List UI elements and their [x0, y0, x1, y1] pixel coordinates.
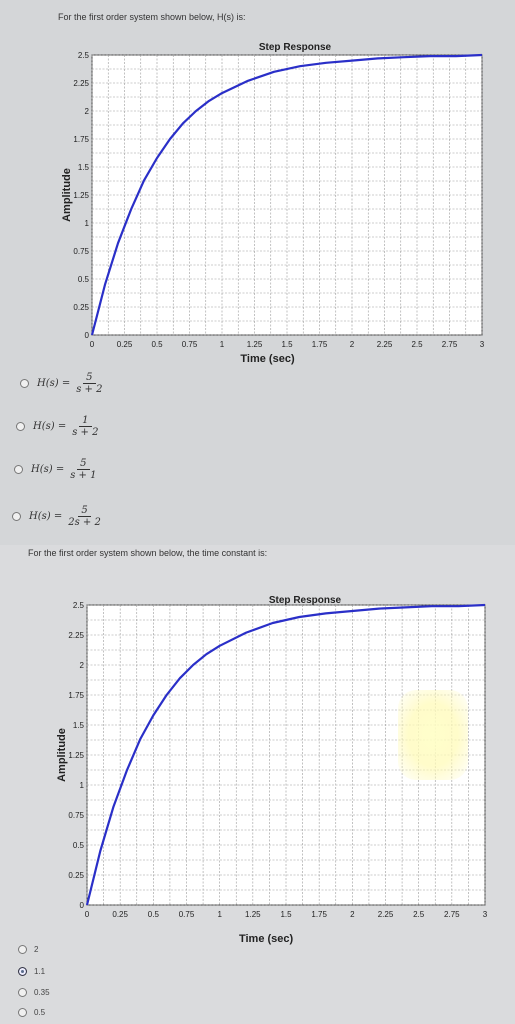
question-1-text: For the first order system shown below, …	[58, 12, 246, 22]
y-tick-label: 0	[85, 331, 90, 340]
radio-button[interactable]	[12, 512, 21, 521]
y-axis-label: Amplitude	[56, 728, 68, 782]
option-prefix: H(s) =	[33, 421, 67, 432]
option-prefix: H(s) =	[31, 464, 65, 475]
x-tick-label: 0.5	[151, 340, 163, 349]
grid	[91, 54, 483, 336]
y-tick-label: 1.75	[68, 691, 84, 700]
x-tick-label: 2	[350, 340, 355, 349]
x-tick-label: 2.25	[378, 910, 394, 919]
y-tick-label: 2.5	[73, 601, 85, 610]
radio-button[interactable]	[18, 988, 27, 997]
radio-button[interactable]	[20, 379, 29, 388]
x-tick-label: 2.5	[413, 910, 425, 919]
x-tick-label: 0	[90, 340, 95, 349]
option-1-a[interactable]: H(s) = 5 s + 2	[20, 372, 105, 395]
x-tick-label: 1.5	[280, 910, 292, 919]
radio-button[interactable]	[14, 465, 23, 474]
y-tick-label: 1.25	[68, 751, 84, 760]
screen-glare	[398, 690, 468, 780]
x-tick-label: 1.75	[311, 910, 327, 919]
option-fraction: 5 2s + 2	[65, 505, 104, 528]
radio-button[interactable]	[16, 422, 25, 431]
y-tick-label: 0.5	[78, 275, 90, 284]
x-tick-label: 1.5	[281, 340, 293, 349]
x-axis-label: Time (sec)	[240, 353, 295, 365]
x-tick-label: 0.5	[148, 910, 160, 919]
x-axis-label: Time (sec)	[239, 933, 294, 945]
series-line	[85, 603, 486, 906]
x-tick-label: 2.75	[442, 340, 458, 349]
y-tick-label: 2	[80, 661, 85, 670]
y-tick-label: 0.25	[68, 871, 84, 880]
option-prefix: H(s) =	[37, 378, 71, 389]
chart-title: Step Response	[269, 595, 342, 606]
y-axis-label: Amplitude	[61, 168, 73, 222]
x-tick-label: 0.75	[182, 340, 198, 349]
y-tick-label: 1.5	[73, 721, 85, 730]
question-2-text: For the first order system shown below, …	[28, 548, 268, 558]
y-tick-label: 0.75	[68, 811, 84, 820]
y-tick-label: 2	[85, 107, 90, 116]
x-tick-label: 1	[217, 910, 222, 919]
option-fraction: 5 s + 1	[67, 458, 99, 481]
y-tick-label: 0.5	[73, 841, 85, 850]
step-response-chart-1: 0 0.25 0.5 0.75 1 1.25 1.5 1.75 2 2.25 2.5 2.75 3 0 0.…	[61, 42, 485, 365]
option-numerator: 5	[78, 505, 91, 517]
x-tick-label: 3	[483, 910, 488, 919]
x-tick-label: 0.25	[117, 340, 133, 349]
option-prefix: H(s) =	[29, 511, 63, 522]
y-tick-label: 0.75	[73, 247, 89, 256]
y-tick-label: 1	[85, 219, 90, 228]
option-denominator: s + 1	[70, 470, 97, 481]
grid	[86, 604, 486, 906]
x-tick-label: 0.75	[179, 910, 195, 919]
option-numerator: 5	[83, 372, 96, 384]
x-tick-label: 2.75	[444, 910, 460, 919]
y-tick-label: 2.25	[68, 631, 84, 640]
answer-option-d[interactable]: 0.5	[18, 1008, 45, 1017]
x-tick-label: 3	[480, 340, 485, 349]
answer-label: 1.1	[34, 967, 46, 976]
answer-option-b[interactable]: 1.1	[18, 967, 45, 976]
x-tick-label: 0	[85, 910, 90, 919]
x-tick-label: 1.25	[247, 340, 263, 349]
option-numerator: 1	[79, 415, 92, 427]
x-tick-label: 2	[350, 910, 355, 919]
y-tick-label: 2.25	[73, 79, 89, 88]
y-tick-label: 0.25	[73, 303, 89, 312]
x-tick-label: 1.25	[245, 910, 261, 919]
option-fraction: 5 s + 2	[73, 372, 105, 395]
answer-option-a[interactable]: 2	[18, 945, 38, 954]
x-tick-label: 0.25	[112, 910, 128, 919]
radio-button-selected[interactable]	[18, 967, 27, 976]
chart-title: Step Response	[259, 42, 332, 53]
option-1-d[interactable]: H(s) = 5 2s + 2	[12, 505, 104, 528]
answer-label: 0.35	[34, 988, 50, 997]
y-tick-label: 1	[80, 781, 85, 790]
option-denominator: s + 2	[72, 427, 99, 438]
option-numerator: 5	[77, 458, 90, 470]
y-tick-label: 1.25	[73, 191, 89, 200]
y-tick-label: 2.5	[78, 51, 90, 60]
answer-label: 0.5	[34, 1008, 46, 1017]
option-1-b[interactable]: H(s) = 1 s + 2	[16, 415, 101, 438]
radio-button[interactable]	[18, 1008, 27, 1017]
option-1-c[interactable]: H(s) = 5 s + 1	[14, 458, 99, 481]
x-tick-label: 2.25	[377, 340, 393, 349]
option-denominator: s + 2	[76, 384, 103, 395]
option-denominator: 2s + 2	[68, 517, 101, 528]
option-fraction: 1 s + 2	[69, 415, 101, 438]
y-tick-label: 1.75	[73, 135, 89, 144]
answer-option-c[interactable]: 0.35	[18, 988, 50, 997]
answer-label: 2	[34, 945, 39, 954]
radio-button[interactable]	[18, 945, 27, 954]
x-tick-label: 1	[220, 340, 225, 349]
series-line	[90, 53, 483, 336]
x-tick-label: 2.5	[411, 340, 423, 349]
y-tick-label: 0	[80, 901, 85, 910]
x-tick-label: 1.75	[312, 340, 328, 349]
y-tick-label: 1.5	[78, 163, 90, 172]
